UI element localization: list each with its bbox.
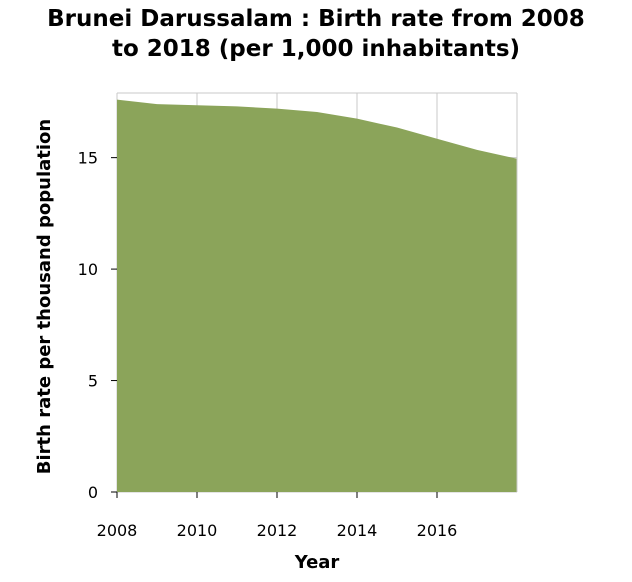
y-axis-ticks: 0 5 10 15 <box>78 149 117 502</box>
x-tick-label: 2016 <box>417 521 458 540</box>
chart-title: Brunei Darussalam : Birth rate from 2008… <box>0 4 632 64</box>
axes <box>117 92 518 492</box>
x-axis-label: Year <box>294 552 340 573</box>
y-tick-label: 15 <box>78 149 98 168</box>
x-tick-label: 2014 <box>337 521 378 540</box>
x-tick-label: 2012 <box>257 521 298 540</box>
x-axis-ticks: 2008 2010 2012 2014 2016 <box>97 492 458 540</box>
chart-title-line-2: to 2018 (per 1,000 inhabitants) <box>111 36 521 62</box>
x-tick-label: 2008 <box>97 521 138 540</box>
chart-title-line-1: Brunei Darussalam : Birth rate from 2008 <box>47 6 585 32</box>
y-axis-label: Birth rate per thousand population <box>34 119 55 474</box>
y-tick-label: 10 <box>78 260 98 279</box>
birth-rate-area <box>117 99 517 493</box>
y-tick-label: 5 <box>88 372 98 391</box>
x-tick-label: 2010 <box>177 521 218 540</box>
y-tick-label: 0 <box>88 483 98 502</box>
